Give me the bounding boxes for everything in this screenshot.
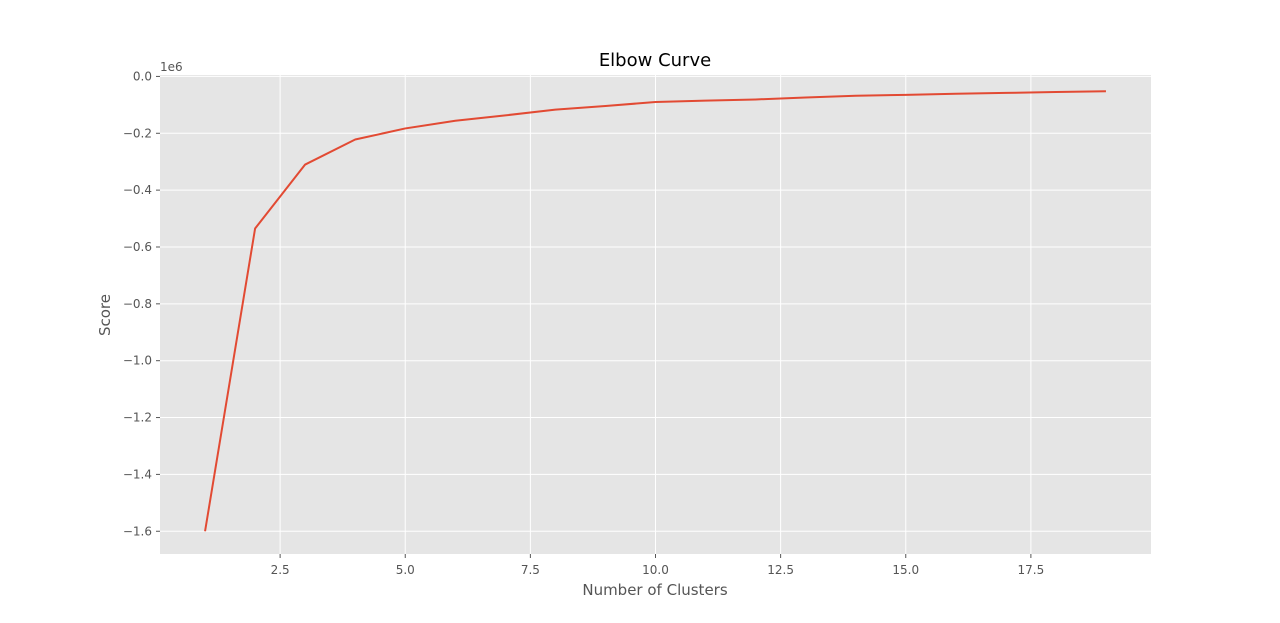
y-tick-label: −1.4 <box>123 467 152 481</box>
y-tick-label: −1.2 <box>123 411 152 425</box>
chart-title: Elbow Curve <box>599 50 711 71</box>
x-tick-label: 12.5 <box>767 563 794 577</box>
y-tick-label: −0.2 <box>123 126 152 140</box>
y-tick-label: −1.0 <box>123 354 152 368</box>
y-tick-label: −0.6 <box>123 240 152 254</box>
x-tick-label: 17.5 <box>1018 563 1045 577</box>
x-tick-label: 7.5 <box>521 563 540 577</box>
x-axis-ticks: 2.5 5.0 7.5 10.0 12.5 15.0 17.5 <box>271 554 1045 577</box>
x-axis-label: Number of Clusters <box>582 581 727 599</box>
x-tick-label: 2.5 <box>271 563 290 577</box>
series-layer <box>204 90 1106 532</box>
x-tick-label: 15.0 <box>892 563 919 577</box>
series-line <box>204 90 1106 532</box>
x-tick-label: 5.0 <box>396 563 415 577</box>
y-axis-ticks: 0.0 −0.2 −0.4 −0.6 −0.8 −1.0 −1.2 −1.4 −1.6 <box>123 69 160 538</box>
y-axis-label: Score <box>96 294 114 336</box>
y-tick-label: −1.6 <box>123 524 152 538</box>
y-tick-label: −0.8 <box>123 297 152 311</box>
grid-lines <box>160 75 1151 554</box>
y-axis-offset-label: 1e6 <box>160 60 183 74</box>
x-tick-label: 10.0 <box>642 563 669 577</box>
y-tick-label: −0.4 <box>123 183 152 197</box>
y-tick-label: 0.0 <box>133 69 152 83</box>
